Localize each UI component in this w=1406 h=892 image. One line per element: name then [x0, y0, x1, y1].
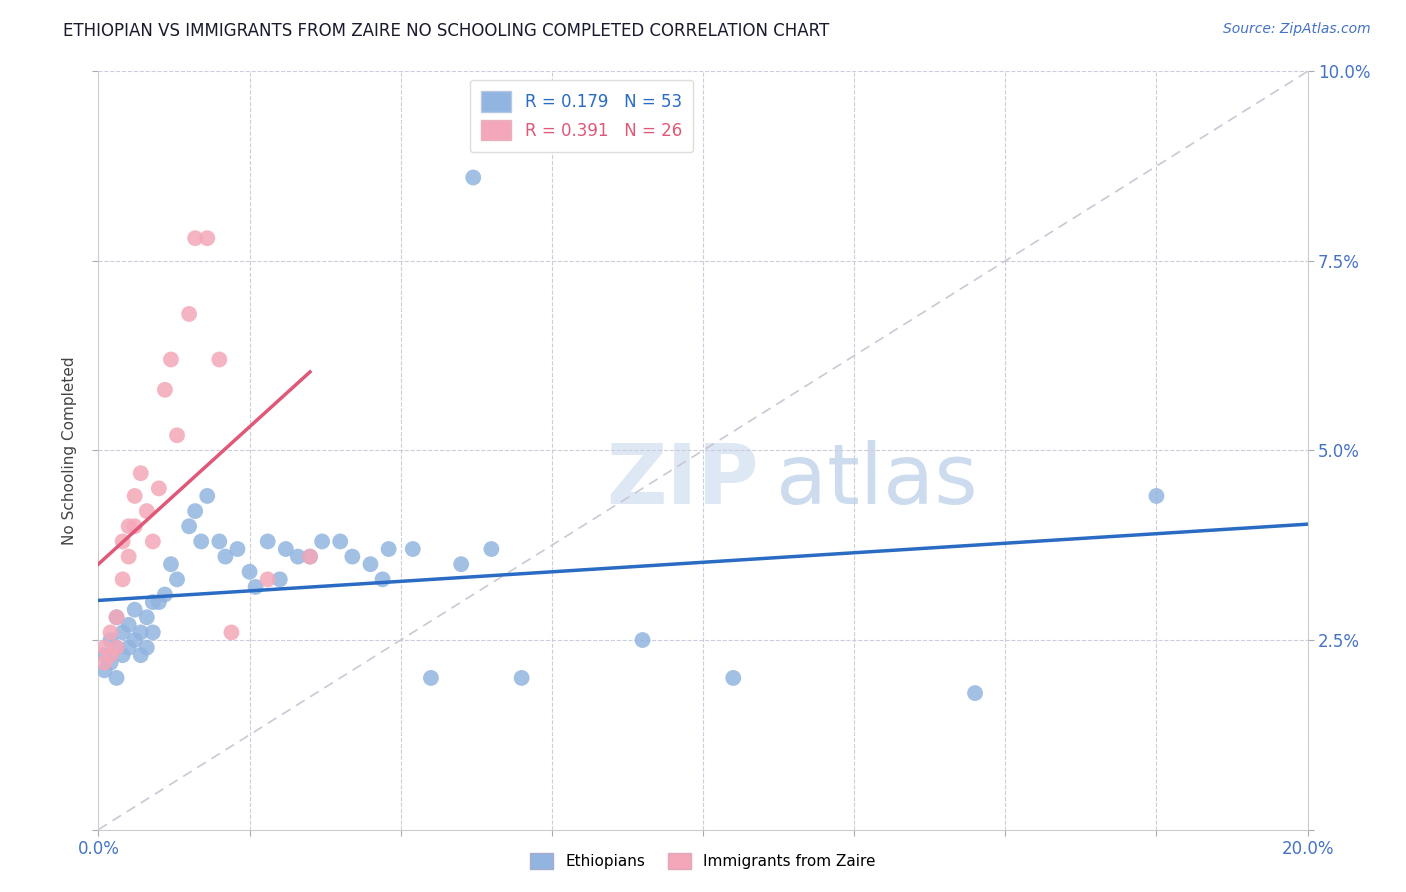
Point [179, 519, 201, 533]
Point [420, 671, 443, 685]
Point [299, 549, 322, 564]
Point [129, 625, 152, 640]
Point [195, 489, 218, 503]
Point [93, 656, 115, 670]
Point [111, 534, 134, 549]
Point [450, 557, 472, 572]
Point [124, 633, 146, 648]
Point [329, 534, 352, 549]
Point [160, 557, 183, 572]
Point [463, 170, 485, 185]
Point [299, 549, 322, 564]
Point [100, 633, 122, 648]
Point [142, 595, 165, 609]
Point [208, 534, 231, 549]
Point [148, 482, 170, 496]
Point [118, 618, 141, 632]
Point [153, 588, 176, 602]
Point [153, 383, 176, 397]
Point [965, 686, 987, 700]
Point [226, 542, 249, 557]
Point [135, 610, 157, 624]
Point [269, 573, 291, 587]
Point [221, 625, 243, 640]
Point [142, 534, 165, 549]
Point [190, 534, 212, 549]
Text: ZIP: ZIP [606, 441, 759, 521]
Point [184, 504, 207, 518]
Point [111, 648, 134, 662]
Point [118, 519, 141, 533]
Point [723, 671, 745, 685]
Point [100, 625, 122, 640]
Point [166, 573, 188, 587]
Point [510, 671, 533, 685]
Point [93, 648, 115, 662]
Point [179, 307, 201, 321]
Point [118, 640, 141, 655]
Text: ETHIOPIAN VS IMMIGRANTS FROM ZAIRE NO SCHOOLING COMPLETED CORRELATION CHART: ETHIOPIAN VS IMMIGRANTS FROM ZAIRE NO SC… [63, 22, 830, 40]
Point [360, 557, 382, 572]
Point [111, 625, 134, 640]
Point [100, 656, 122, 670]
Point [184, 231, 207, 245]
Legend: Ethiopians, Immigrants from Zaire: Ethiopians, Immigrants from Zaire [524, 847, 882, 875]
Point [105, 640, 128, 655]
Point [148, 595, 170, 609]
Legend: R = 0.179   N = 53, R = 0.391   N = 26: R = 0.179 N = 53, R = 0.391 N = 26 [470, 79, 693, 152]
Text: Source: ZipAtlas.com: Source: ZipAtlas.com [1223, 22, 1371, 37]
Point [105, 610, 128, 624]
Point [105, 610, 128, 624]
Point [239, 565, 262, 579]
Point [245, 580, 267, 594]
Point [1144, 489, 1167, 503]
Point [135, 504, 157, 518]
Point [256, 534, 278, 549]
Point [129, 467, 152, 481]
Point [93, 664, 115, 678]
Y-axis label: No Schooling Completed: No Schooling Completed [62, 356, 77, 545]
Point [160, 352, 183, 367]
Point [166, 428, 188, 442]
Point [118, 549, 141, 564]
Point [129, 648, 152, 662]
Point [195, 231, 218, 245]
Point [124, 489, 146, 503]
Point [377, 542, 399, 557]
Point [93, 640, 115, 655]
Point [142, 625, 165, 640]
Point [105, 640, 128, 655]
Point [311, 534, 333, 549]
Point [371, 573, 394, 587]
Point [256, 573, 278, 587]
Point [208, 352, 231, 367]
Point [214, 549, 236, 564]
Point [105, 671, 128, 685]
Point [402, 542, 425, 557]
Point [111, 573, 134, 587]
Point [135, 640, 157, 655]
Point [124, 519, 146, 533]
Point [342, 549, 364, 564]
Point [287, 549, 309, 564]
Point [124, 603, 146, 617]
Point [631, 633, 654, 648]
Point [481, 542, 503, 557]
Point [100, 648, 122, 662]
Point [274, 542, 297, 557]
Text: atlas: atlas [776, 441, 977, 521]
